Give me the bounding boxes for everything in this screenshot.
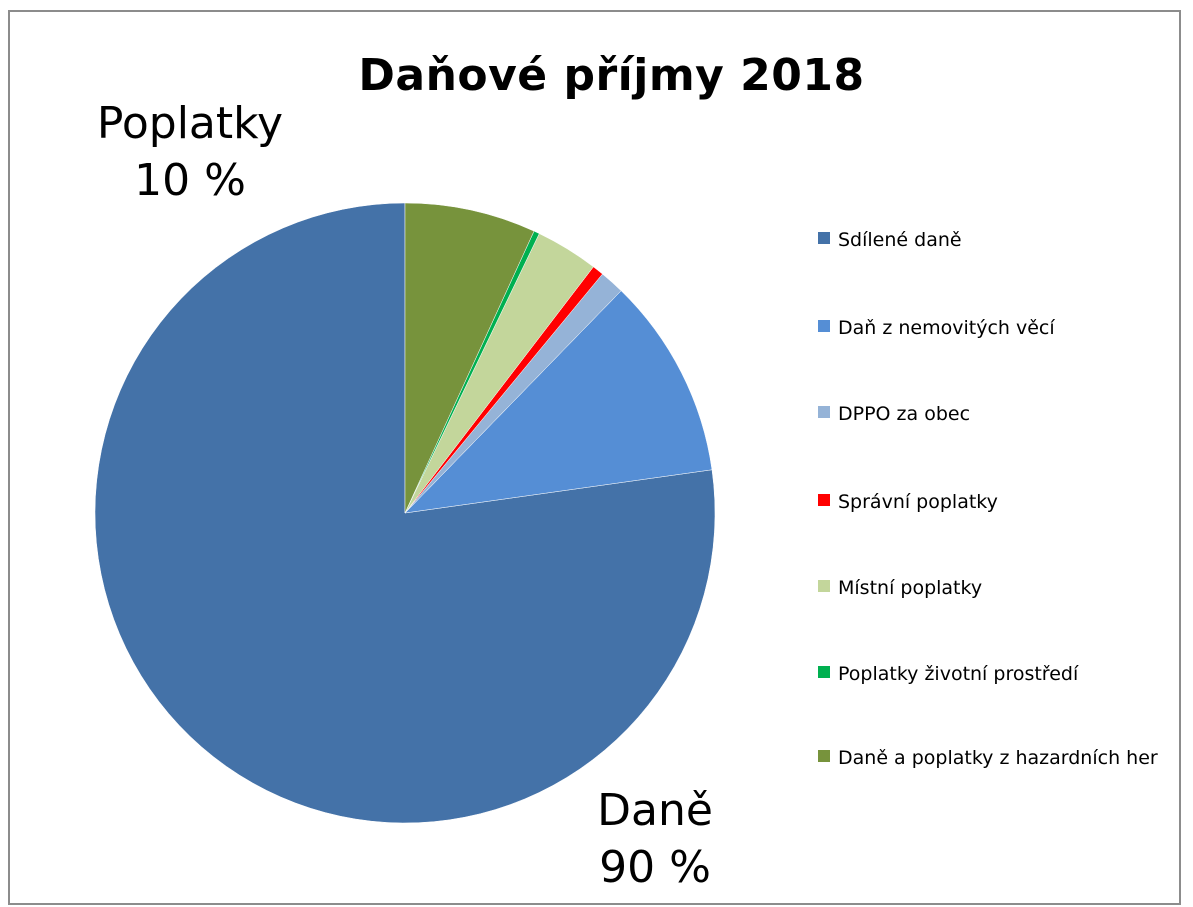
legend-item: Daň z nemovitých věcí — [818, 314, 1168, 342]
callout-poplatky: Poplatky 10 % — [70, 95, 310, 209]
legend-swatch — [818, 232, 830, 244]
legend-swatch — [818, 320, 830, 332]
legend-label: DPPO za obec — [838, 403, 971, 425]
legend-label: Správní poplatky — [838, 491, 998, 513]
legend-label: Místní poplatky — [838, 577, 983, 599]
pie-slice-6 — [404, 202, 535, 514]
callout-poplatky-value: 10 % — [134, 155, 246, 206]
callout-poplatky-label: Poplatky — [96, 98, 284, 149]
legend-item: Daně a poplatky z hazardních her — [818, 744, 1168, 772]
pie-slice-0 — [94, 202, 716, 824]
callout-dane-label: Daně — [597, 785, 713, 836]
legend-item: Správní poplatky — [818, 488, 1168, 516]
legend-item: Místní poplatky — [818, 574, 1168, 602]
legend-item: DPPO za obec — [818, 400, 1168, 428]
legend-item: Poplatky životní prostředí — [818, 660, 1168, 688]
legend-swatch — [818, 666, 830, 678]
chart-title-text: Daňové příjmy 2018 — [358, 50, 865, 101]
callout-dane-value: 90 % — [599, 842, 711, 893]
legend-label: Poplatky životní prostředí — [838, 663, 1079, 685]
legend-label: Daně a poplatky z hazardních her — [838, 747, 1158, 769]
legend-label: Sdílené daně — [838, 229, 962, 251]
legend-label: Daň z nemovitých věcí — [838, 317, 1055, 339]
legend-swatch — [818, 494, 830, 506]
callout-dane: Daně 90 % — [555, 782, 755, 896]
legend-swatch — [818, 580, 830, 592]
chart-title: Daňové příjmy 2018 — [0, 50, 1193, 101]
legend-swatch — [818, 750, 830, 762]
pie-slice-1 — [404, 290, 713, 514]
legend-swatch — [818, 406, 830, 418]
legend-item: Sdílené daně — [818, 226, 1168, 254]
